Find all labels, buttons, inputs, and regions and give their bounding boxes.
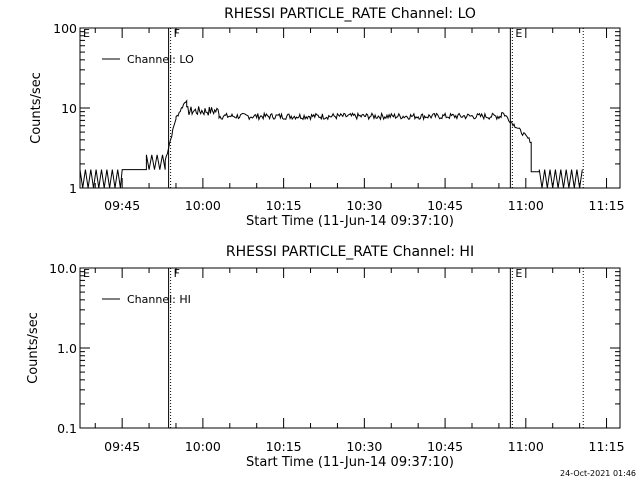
y-axis-label: Counts/sec bbox=[29, 72, 44, 144]
flag-label: E bbox=[83, 27, 90, 40]
y-tick-label: 100 bbox=[53, 21, 77, 36]
flag-label: F bbox=[174, 267, 180, 280]
x-tick-label: 11:15 bbox=[589, 439, 625, 454]
series-line-channel-lo bbox=[79, 99, 583, 189]
x-axis-label: Start Time (11-Jun-14 09:37:10) bbox=[246, 455, 454, 470]
chart-title: RHESSI PARTICLE_RATE Channel: LO bbox=[224, 6, 476, 22]
footer-timestamp: 24-Oct-2021 01:46 bbox=[560, 469, 636, 478]
x-tick-label: 09:45 bbox=[104, 439, 140, 454]
x-tick-label: 09:45 bbox=[104, 198, 140, 213]
y-tick-label: 10 bbox=[61, 101, 77, 116]
y-tick-label: 1.0 bbox=[57, 341, 77, 356]
y-tick-label: 1 bbox=[69, 181, 77, 196]
y-tick-label: 0.1 bbox=[57, 421, 77, 436]
flag-label: E bbox=[83, 267, 90, 280]
legend-label: Channel: LO bbox=[127, 53, 194, 66]
y-axis-label: Counts/sec bbox=[26, 312, 41, 384]
x-tick-label: 10:00 bbox=[185, 439, 221, 454]
legend-label: Channel: HI bbox=[127, 293, 191, 306]
x-tick-label: 10:30 bbox=[346, 439, 382, 454]
chart-title: RHESSI PARTICLE_RATE Channel: HI bbox=[226, 244, 474, 260]
x-tick-label: 11:15 bbox=[589, 198, 625, 213]
x-tick-label: 10:00 bbox=[185, 198, 221, 213]
x-tick-label: 10:45 bbox=[427, 198, 463, 213]
flag-label: F bbox=[174, 27, 180, 40]
plot-frame bbox=[79, 267, 621, 429]
x-tick-label: 11:00 bbox=[508, 198, 544, 213]
y-tick-label: 10.0 bbox=[49, 261, 77, 276]
x-tick-label: 10:15 bbox=[266, 439, 302, 454]
x-tick-label: 10:15 bbox=[266, 198, 302, 213]
flag-label: E bbox=[515, 267, 522, 280]
flag-label: E bbox=[515, 27, 522, 40]
x-tick-label: 10:30 bbox=[346, 198, 382, 213]
chart-panel-1: RHESSI PARTICLE_RATE Channel: LO Counts/s… bbox=[29, 6, 625, 229]
chart-panel-2: RHESSI PARTICLE_RATE Channel: HI Counts/s… bbox=[26, 244, 625, 470]
x-axis-label: Start Time (11-Jun-14 09:37:10) bbox=[246, 214, 454, 229]
x-tick-label: 10:45 bbox=[427, 439, 463, 454]
x-tick-label: 11:00 bbox=[508, 439, 544, 454]
